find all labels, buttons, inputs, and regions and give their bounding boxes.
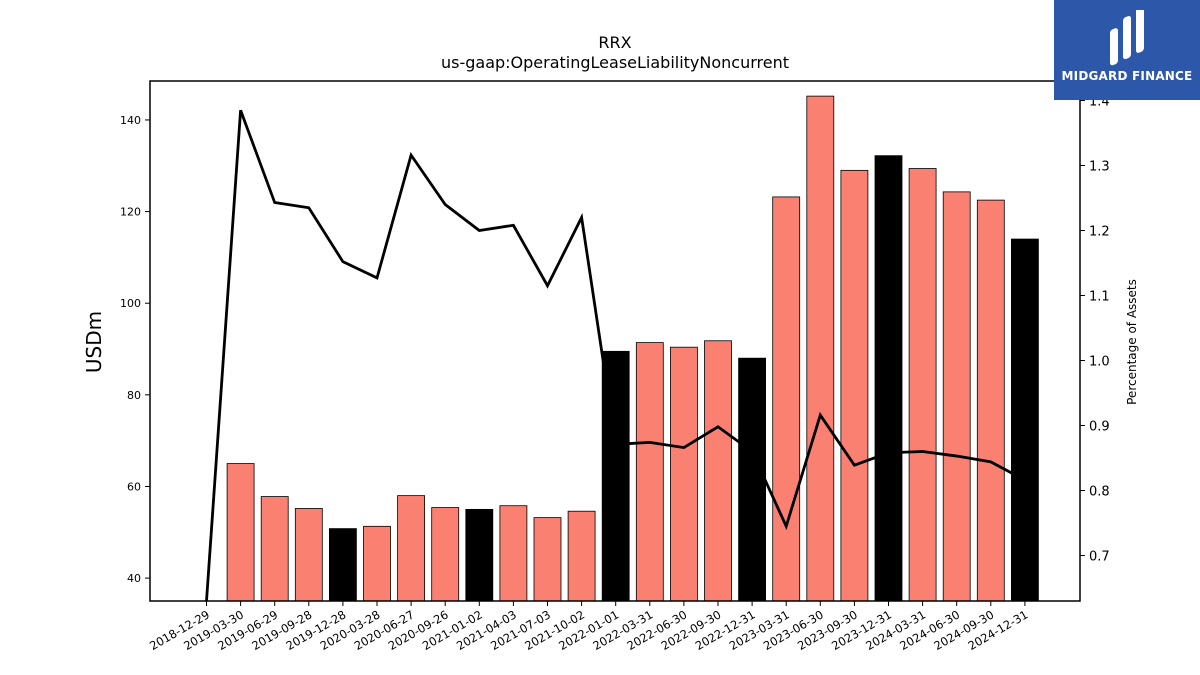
bar-2022-03-31 — [635, 342, 664, 602]
y-tick-label: 140 — [120, 114, 141, 127]
chart-subtitle: us-gaap:OperatingLeaseLiabilityNoncurren… — [441, 53, 789, 72]
bar-2022-12-31 — [738, 357, 766, 602]
bar-2022-09-30 — [704, 340, 732, 602]
bar-2023-09-30 — [840, 169, 869, 602]
bar-2020-06-27 — [397, 495, 426, 602]
y2-tick-label: 0.9 — [1089, 420, 1110, 435]
bar-2020-09-26 — [431, 507, 460, 602]
y-axis-label: USDm — [82, 311, 106, 373]
bar-2019-12-28 — [328, 528, 357, 602]
bar-2019-06-29 — [260, 496, 289, 602]
bar-2024-03-31 — [908, 168, 937, 602]
percentage-of-assets-line — [205, 109, 1026, 601]
bar-2024-09-30 — [976, 199, 1005, 602]
y2-axis-label: Percentage of Assets — [1125, 279, 1139, 405]
y-tick-label: 60 — [127, 480, 141, 493]
y2-tick-label: 0.7 — [1089, 550, 1110, 565]
bar-2021-04-03 — [499, 505, 528, 602]
bar-2024-12-31 — [1011, 238, 1039, 602]
bar-2023-03-31 — [772, 196, 801, 602]
y-tick-label: 100 — [120, 297, 141, 310]
y-tick-label: 120 — [120, 206, 141, 219]
y-tick-label: 40 — [127, 572, 141, 585]
bar-2023-12-31 — [874, 155, 903, 602]
bar-2023-06-30 — [806, 95, 835, 602]
y2-tick-label: 1.2 — [1089, 225, 1110, 240]
bar-2019-03-30 — [226, 463, 255, 602]
logo-text: MIDGARD FINANCE — [1061, 69, 1193, 83]
y2-tick-label: 0.8 — [1089, 485, 1110, 500]
bar-2019-09-28 — [294, 508, 323, 602]
plot-frame — [149, 80, 1081, 602]
y2-tick-label: 1.1 — [1089, 290, 1110, 305]
bar-2021-01-02 — [465, 508, 494, 602]
midgard-logo-icon — [1110, 10, 1144, 66]
y-tick-label: 80 — [127, 389, 141, 402]
y2-tick-label: 1.3 — [1089, 160, 1110, 175]
chart-title: RRX — [598, 33, 631, 52]
bar-2020-03-28 — [363, 525, 391, 602]
bar-2021-10-02 — [567, 510, 596, 602]
bar-2024-06-30 — [942, 191, 971, 602]
brand-logo: MIDGARD FINANCE — [1054, 0, 1200, 100]
y2-tick-label: 1.0 — [1089, 355, 1110, 370]
bar-2022-06-30 — [670, 346, 698, 602]
bar-2021-07-03 — [533, 517, 562, 602]
